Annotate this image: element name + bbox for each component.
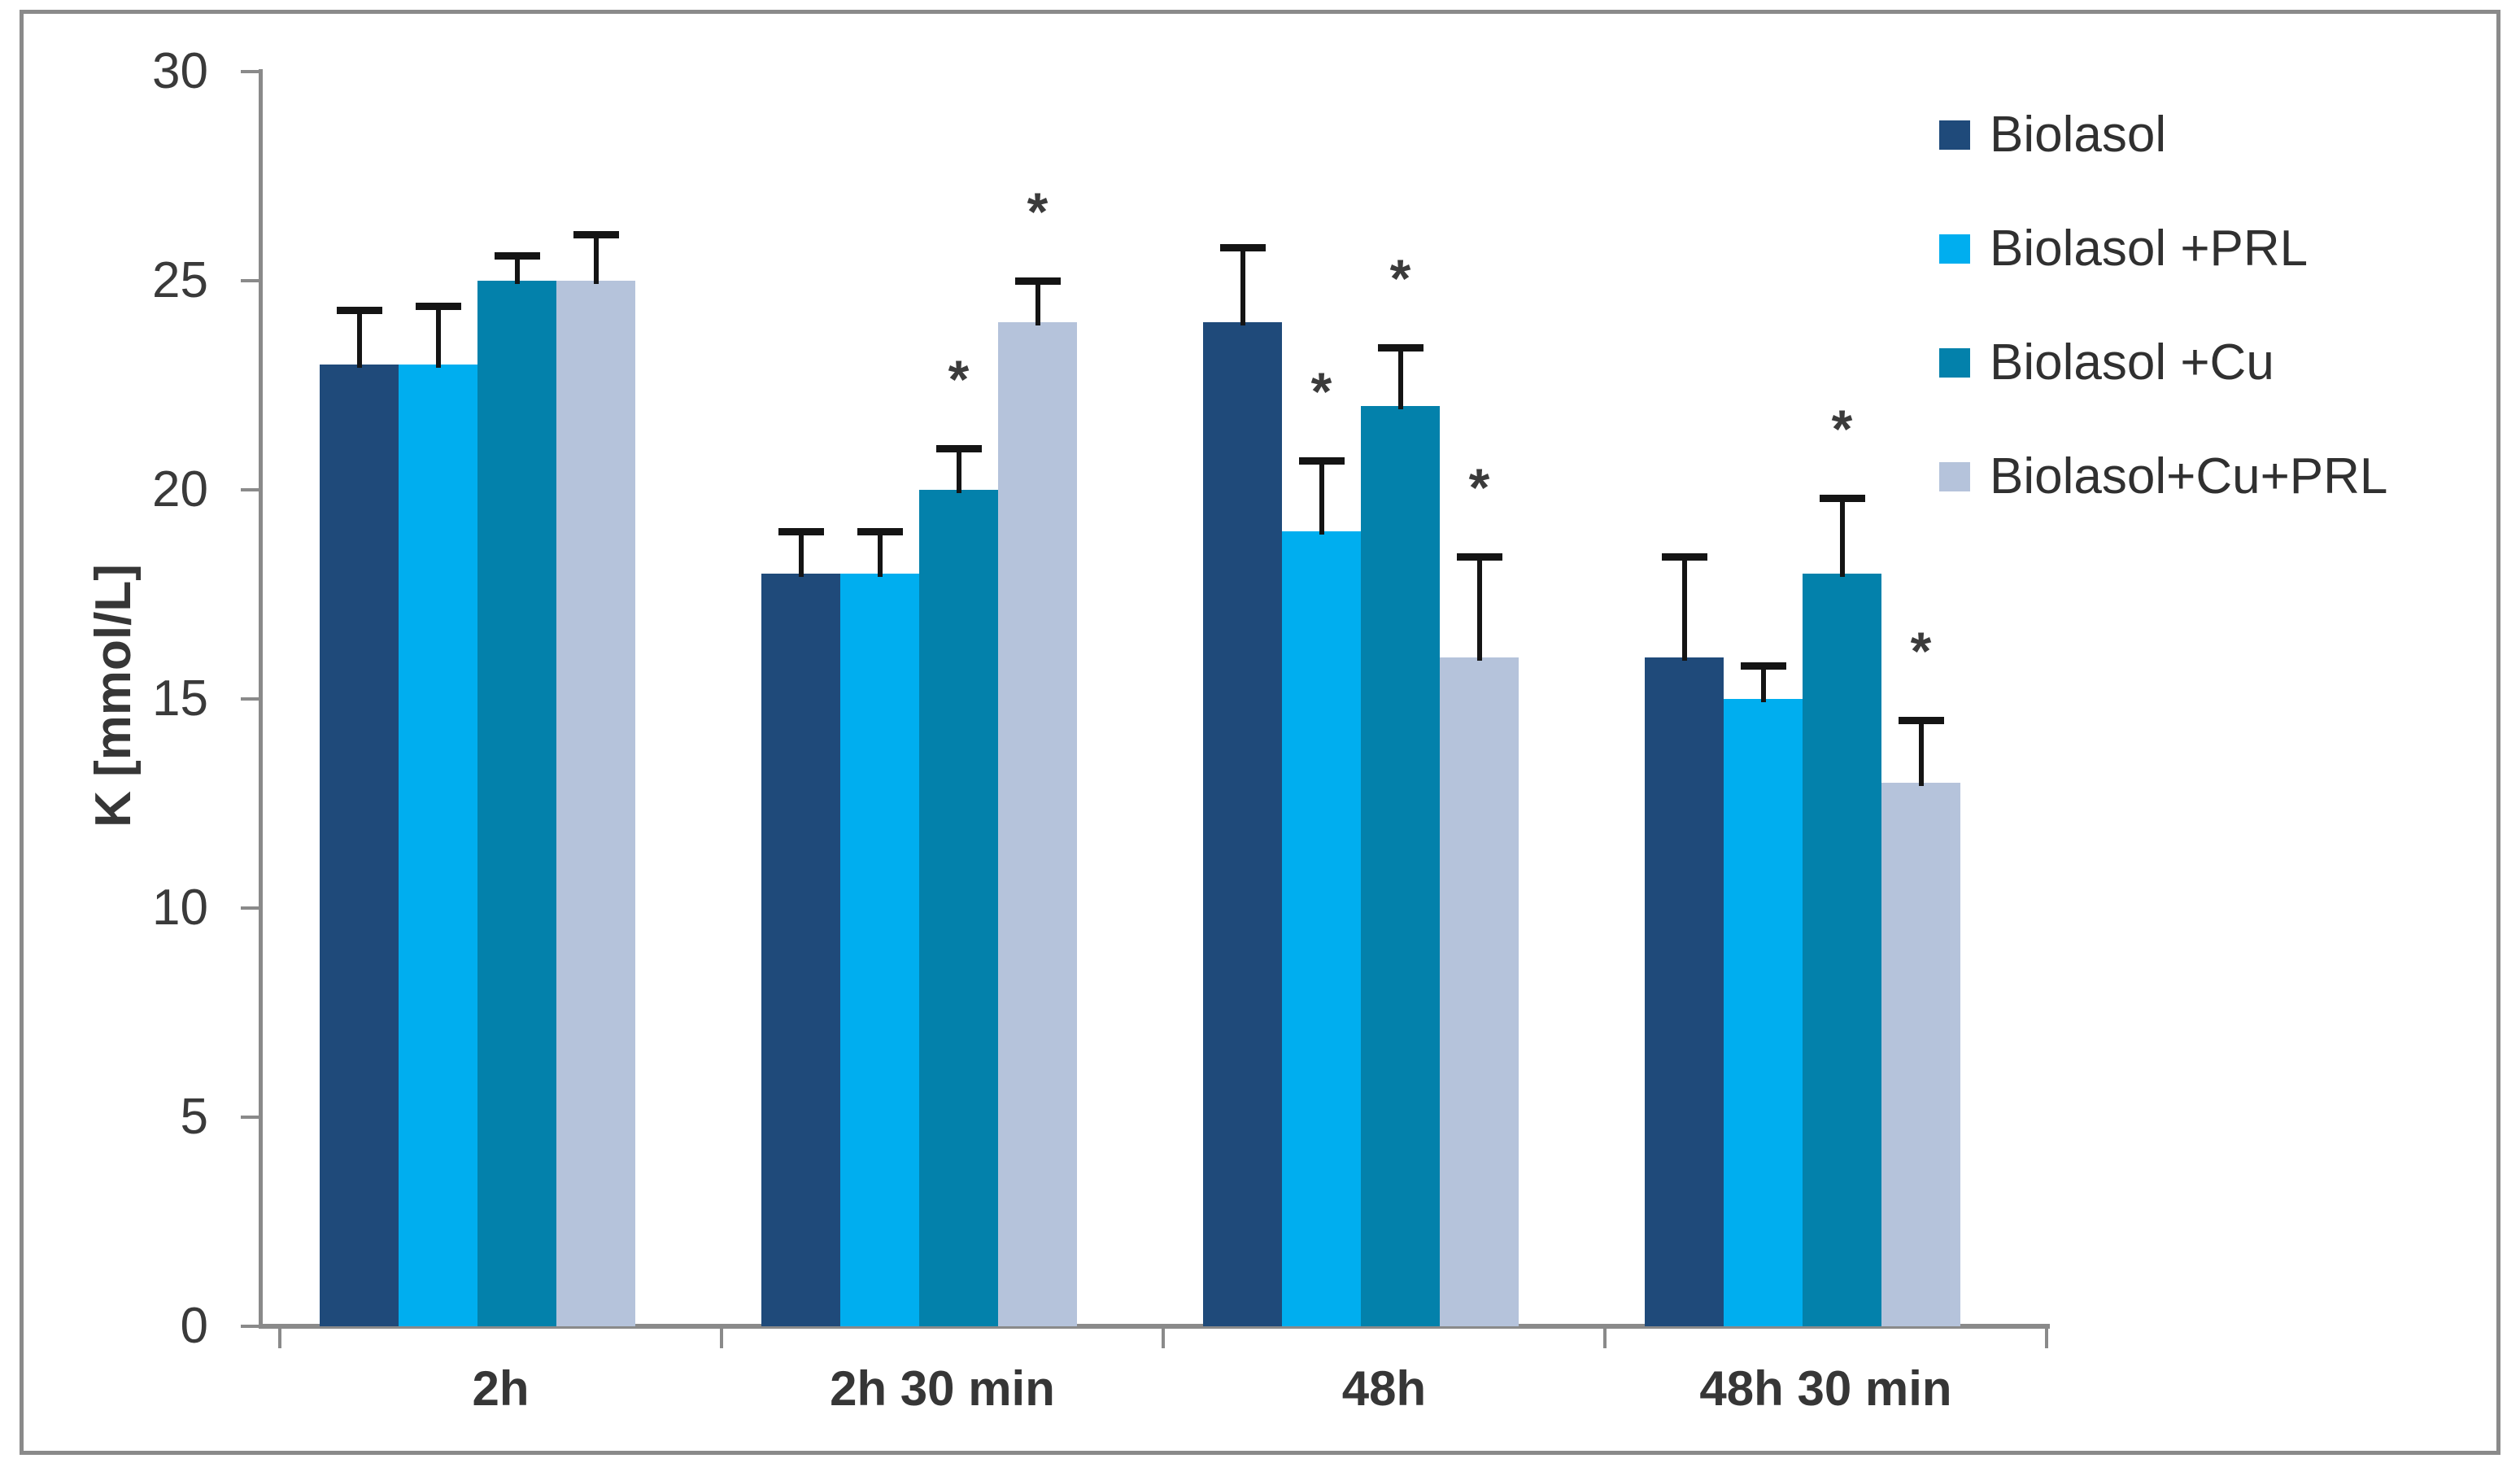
error-bar — [435, 305, 441, 368]
error-bar — [593, 234, 599, 284]
y-tick-label: 30 — [152, 43, 208, 99]
significance-asterisk: * — [1310, 361, 1332, 422]
legend-label: Biolasol+Cu+PRL — [1990, 448, 2388, 504]
x-category-label: 48h — [1341, 1361, 1427, 1416]
bar — [477, 281, 556, 1326]
y-tick-label: 20 — [152, 461, 208, 517]
error-bar-cap — [935, 444, 982, 452]
x-category-label: 48h 30 min — [1699, 1361, 1952, 1416]
error-bar-cap — [1819, 495, 1865, 503]
chart-frame — [20, 10, 2500, 1455]
y-tick-mark — [241, 279, 259, 282]
error-bar-cap — [778, 528, 824, 536]
legend-swatch-biolasol-cu-prl — [1939, 462, 1970, 491]
x-tick-mark — [1603, 1329, 1607, 1348]
error-bar — [1397, 347, 1403, 410]
y-axis-line — [259, 69, 263, 1329]
y-tick-label: 15 — [152, 670, 208, 727]
x-tick-mark — [720, 1329, 723, 1348]
y-tick-mark — [241, 70, 259, 73]
bar — [919, 490, 998, 1326]
bar — [998, 322, 1077, 1326]
bar — [840, 573, 919, 1326]
error-bar-cap — [1377, 344, 1423, 352]
y-tick-mark — [241, 1325, 259, 1328]
error-bar-cap — [1219, 243, 1266, 251]
error-bar — [1319, 461, 1324, 535]
error-bar — [1681, 557, 1687, 661]
y-tick-mark — [241, 906, 259, 910]
significance-asterisk: * — [1910, 620, 1932, 681]
y-tick-label: 5 — [180, 1089, 208, 1145]
x-axis-line — [259, 1324, 2050, 1329]
error-bar — [798, 531, 804, 577]
bar — [1803, 573, 1881, 1326]
error-bar — [1839, 498, 1845, 577]
significance-asterisk: * — [1468, 457, 1490, 518]
error-bar — [1918, 719, 1924, 786]
error-bar — [1035, 281, 1040, 326]
bar — [320, 364, 399, 1326]
bar — [1645, 657, 1724, 1326]
error-bar-cap — [1456, 553, 1502, 561]
y-tick-mark — [241, 488, 259, 491]
x-category-label: 2h 30 min — [830, 1361, 1055, 1416]
legend-label: Biolasol — [1990, 107, 2167, 163]
error-bar-cap — [1661, 553, 1707, 561]
y-tick-mark — [241, 1116, 259, 1119]
x-category-label: 2h — [472, 1361, 530, 1416]
bar — [761, 573, 840, 1326]
error-bar — [1760, 665, 1766, 702]
legend-label: Biolasol +PRL — [1990, 221, 2309, 277]
y-tick-label: 25 — [152, 252, 208, 308]
significance-asterisk: * — [1389, 248, 1411, 309]
error-bar — [1476, 557, 1482, 661]
bar — [1440, 657, 1519, 1326]
y-tick-label: 0 — [180, 1298, 208, 1354]
bar — [399, 364, 477, 1326]
bar — [1203, 322, 1282, 1326]
error-bar — [956, 448, 961, 493]
legend-swatch-biolasol-prl — [1939, 234, 1970, 264]
legend-swatch-biolasol-cu — [1939, 348, 1970, 378]
x-tick-mark — [1162, 1329, 1165, 1348]
x-tick-mark — [278, 1329, 281, 1348]
x-tick-mark — [2045, 1329, 2048, 1348]
bar — [1724, 699, 1803, 1326]
error-bar — [514, 255, 520, 284]
error-bar-cap — [1898, 716, 1944, 724]
legend-swatch-biolasol — [1939, 120, 1970, 150]
error-bar-cap — [573, 231, 619, 239]
bar — [1881, 782, 1960, 1326]
significance-asterisk: * — [1027, 181, 1049, 242]
significance-asterisk: * — [1831, 399, 1853, 460]
error-bar-cap — [1740, 662, 1786, 670]
bar — [556, 281, 635, 1326]
error-bar-cap — [336, 306, 382, 314]
error-bar-cap — [494, 252, 540, 260]
error-bar — [877, 531, 883, 577]
y-tick-label: 10 — [152, 880, 208, 936]
error-bar — [1240, 247, 1245, 326]
error-bar-cap — [1298, 457, 1345, 465]
error-bar-cap — [1014, 277, 1061, 285]
significance-asterisk: * — [948, 348, 970, 409]
bar — [1361, 406, 1440, 1326]
bar — [1282, 531, 1361, 1326]
error-bar-cap — [415, 302, 461, 310]
y-tick-mark — [241, 697, 259, 701]
legend-label: Biolasol +Cu — [1990, 334, 2274, 391]
error-bar — [356, 309, 362, 368]
error-bar-cap — [857, 528, 903, 536]
